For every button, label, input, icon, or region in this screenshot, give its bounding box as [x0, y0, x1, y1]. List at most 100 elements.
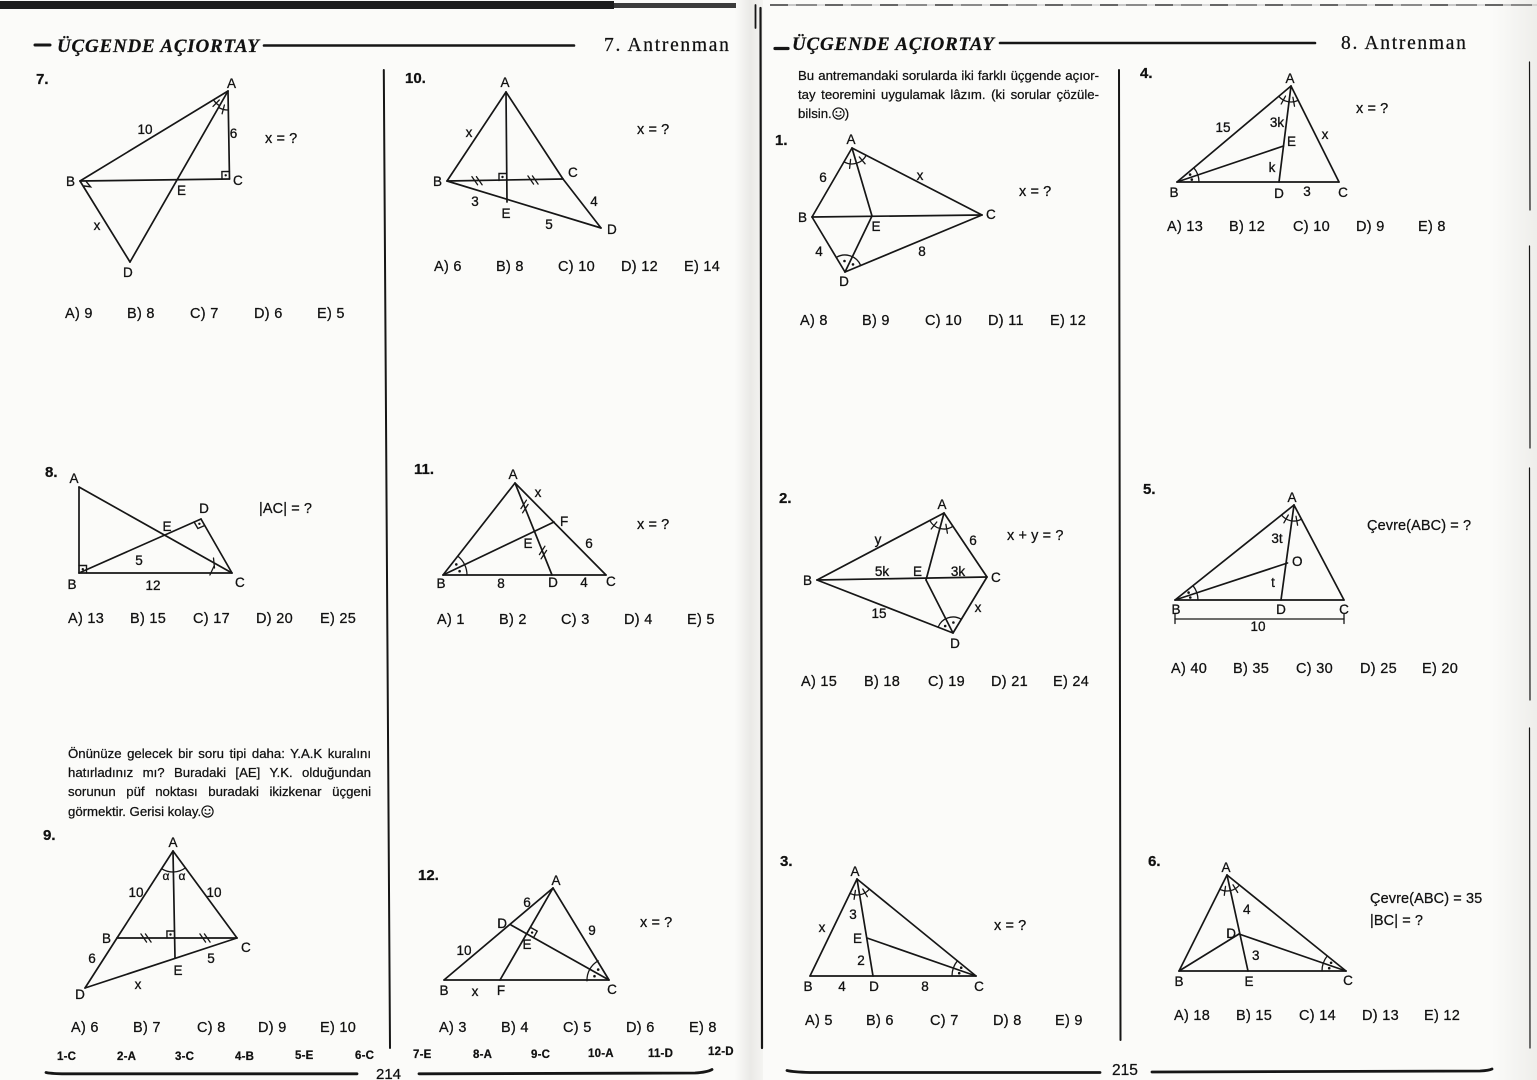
svg-text:3: 3: [1303, 184, 1311, 199]
svg-text:C: C: [974, 979, 984, 994]
svg-text:E: E: [1244, 974, 1253, 989]
svg-text:D: D: [497, 916, 507, 931]
svg-text:k: k: [1269, 160, 1276, 175]
svg-text:A: A: [227, 76, 236, 91]
svg-text:E: E: [522, 937, 531, 952]
svg-text:B: B: [798, 210, 807, 225]
svg-text:A: A: [500, 75, 509, 90]
svg-text:C: C: [986, 207, 996, 222]
svg-text:A: A: [937, 497, 946, 512]
svg-text:x: x: [535, 485, 542, 500]
svg-text:C: C: [233, 173, 243, 188]
svg-text:x: x: [819, 920, 826, 935]
svg-text:E: E: [177, 183, 186, 198]
svg-text:x: x: [94, 218, 101, 233]
svg-text:B: B: [102, 931, 111, 946]
svg-text:E: E: [162, 519, 171, 534]
svg-text:B: B: [66, 174, 75, 189]
svg-text:5: 5: [545, 217, 553, 232]
svg-text:C: C: [241, 940, 251, 955]
svg-text:F: F: [497, 983, 505, 998]
svg-text:8: 8: [918, 244, 926, 259]
svg-text:C: C: [606, 574, 616, 589]
svg-text:D: D: [1274, 186, 1284, 201]
svg-text:D: D: [123, 265, 133, 280]
svg-text:x: x: [1322, 127, 1329, 142]
svg-text:3: 3: [1252, 948, 1260, 963]
svg-text:3t: 3t: [1271, 531, 1283, 546]
svg-text:E: E: [871, 219, 880, 234]
svg-text:C: C: [1343, 973, 1353, 988]
svg-text:D: D: [839, 274, 849, 289]
svg-text:15: 15: [871, 606, 886, 621]
svg-text:x: x: [917, 168, 924, 183]
svg-text:A: A: [850, 864, 859, 879]
svg-text:B: B: [1169, 185, 1178, 200]
svg-text:B: B: [67, 577, 76, 592]
svg-text:B: B: [803, 573, 812, 588]
svg-text:2: 2: [857, 953, 865, 968]
svg-text:4: 4: [580, 575, 588, 590]
svg-text:y: y: [875, 532, 882, 547]
svg-text:A: A: [551, 873, 560, 888]
svg-text:E: E: [853, 931, 862, 946]
svg-text:D: D: [950, 636, 960, 651]
svg-text:10: 10: [456, 943, 471, 958]
svg-text:A: A: [846, 132, 855, 147]
svg-text:D: D: [199, 501, 209, 516]
svg-text:6: 6: [969, 533, 977, 548]
svg-text:8: 8: [497, 576, 505, 591]
svg-text:15: 15: [1215, 120, 1230, 135]
svg-text:3: 3: [471, 194, 479, 209]
svg-text:12: 12: [145, 578, 160, 593]
svg-text:A: A: [1221, 860, 1230, 875]
svg-text:x: x: [975, 600, 982, 615]
svg-text:5: 5: [135, 553, 143, 568]
svg-text:D: D: [548, 575, 558, 590]
svg-text:5: 5: [207, 951, 215, 966]
svg-text:C: C: [607, 982, 617, 997]
svg-text:4: 4: [1243, 902, 1251, 917]
svg-text:x: x: [472, 984, 479, 999]
svg-text:8: 8: [921, 979, 929, 994]
svg-text:3: 3: [849, 907, 857, 922]
svg-text:3k: 3k: [951, 564, 966, 579]
svg-text:α: α: [179, 869, 186, 883]
svg-text:x: x: [466, 125, 473, 140]
svg-text:E: E: [1287, 134, 1296, 149]
svg-text:10: 10: [128, 885, 143, 900]
svg-text:6: 6: [523, 895, 531, 910]
svg-text:4: 4: [590, 194, 598, 209]
svg-text:4: 4: [838, 979, 846, 994]
svg-text:10: 10: [206, 885, 221, 900]
svg-text:F: F: [560, 514, 568, 529]
svg-text:D: D: [1226, 926, 1236, 941]
svg-text:6: 6: [88, 951, 96, 966]
svg-text:E: E: [913, 564, 922, 579]
svg-text:C: C: [991, 570, 1001, 585]
svg-text:C: C: [568, 165, 578, 180]
svg-text:B: B: [439, 983, 448, 998]
svg-text:A: A: [69, 471, 78, 486]
svg-text:C: C: [235, 575, 245, 590]
svg-text:α: α: [163, 869, 170, 883]
svg-text:B: B: [1171, 602, 1180, 617]
svg-text:A: A: [1285, 71, 1294, 86]
svg-text:A: A: [508, 467, 517, 482]
svg-text:3k: 3k: [1270, 115, 1285, 130]
svg-text:A: A: [1287, 490, 1296, 505]
svg-text:5k: 5k: [875, 564, 890, 579]
svg-text:10: 10: [1250, 619, 1265, 634]
svg-text:4: 4: [815, 244, 823, 259]
svg-text:9: 9: [588, 923, 596, 938]
svg-text:C: C: [1339, 602, 1349, 617]
svg-text:x: x: [135, 977, 142, 992]
svg-text:D: D: [1276, 602, 1286, 617]
svg-text:6: 6: [230, 126, 238, 141]
svg-text:E: E: [523, 536, 532, 551]
svg-text:B: B: [1174, 974, 1183, 989]
svg-text:D: D: [869, 979, 879, 994]
svg-text:6: 6: [585, 536, 593, 551]
svg-text:B: B: [803, 979, 812, 994]
svg-text:C: C: [1338, 185, 1348, 200]
